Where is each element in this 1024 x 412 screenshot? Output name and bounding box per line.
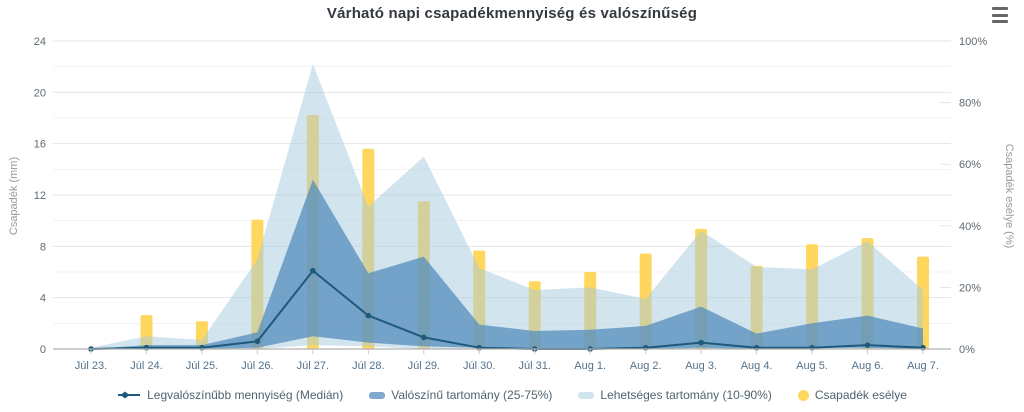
chance-dot-icon: [797, 389, 809, 401]
svg-text:20: 20: [34, 87, 46, 99]
possible-range-swatch-icon: [578, 391, 595, 399]
svg-text:Júl 23.: Júl 23.: [75, 360, 107, 372]
svg-text:0%: 0%: [959, 344, 975, 356]
legend-label-median: Legvalószínűbb mennyiség (Medián): [147, 388, 344, 402]
svg-text:24: 24: [34, 36, 46, 48]
svg-text:100%: 100%: [959, 36, 987, 48]
svg-text:Júl 26.: Júl 26.: [241, 360, 273, 372]
legend-item-median[interactable]: Legvalószínűbb mennyiség (Medián): [117, 388, 343, 402]
svg-text:80%: 80%: [959, 98, 981, 110]
svg-text:12: 12: [34, 190, 46, 202]
median-line-icon: [118, 391, 141, 399]
svg-text:Aug 7.: Aug 7.: [907, 360, 939, 372]
legend: Legvalószínűbb mennyiség (Medián) Valósz…: [0, 388, 1024, 402]
svg-text:Júl 27.: Júl 27.: [297, 360, 329, 372]
svg-text:Júl 29.: Júl 29.: [408, 360, 440, 372]
plot-area: 0 4 8 12 16 20 24 0% 20% 40% 60% 80% 100% Júl 23. Júl …: [34, 36, 988, 372]
chart-title: Várható napi csapadékmennyiség és valósz…: [326, 5, 698, 22]
svg-text:Júl 30.: Júl 30.: [463, 360, 495, 372]
hamburger-icon: [992, 13, 1008, 17]
svg-text:Júl 31.: Júl 31.: [519, 360, 551, 372]
svg-text:16: 16: [34, 139, 46, 151]
svg-text:0: 0: [40, 344, 46, 356]
likely-range-swatch-icon: [369, 391, 386, 399]
svg-text:8: 8: [40, 241, 46, 253]
svg-text:Aug 4.: Aug 4.: [741, 360, 773, 372]
svg-text:Júl 28.: Júl 28.: [352, 360, 384, 372]
svg-text:40%: 40%: [959, 221, 981, 233]
svg-text:20%: 20%: [959, 282, 981, 294]
legend-label-likely-range: Valószínű tartomány (25-75%): [391, 388, 553, 402]
legend-item-likely-range[interactable]: Valószínű tartomány (25-75%): [369, 388, 552, 402]
svg-text:Júl 25.: Júl 25.: [186, 360, 218, 372]
hamburger-icon: [992, 7, 1008, 10]
legend-label-possible-range: Lehetséges tartomány (10-90%): [600, 388, 772, 402]
svg-text:60%: 60%: [959, 159, 981, 171]
svg-text:Aug 1.: Aug 1.: [574, 360, 606, 372]
svg-text:Aug 6.: Aug 6.: [852, 360, 884, 372]
legend-item-possible-range[interactable]: Lehetséges tartomány (10-90%): [578, 388, 772, 402]
legend-item-chance[interactable]: Csapadék esélye: [797, 388, 907, 402]
svg-text:Aug 2.: Aug 2.: [630, 360, 662, 372]
legend-label-chance: Csapadék esélye: [814, 388, 907, 402]
context-menu-button[interactable]: [988, 5, 1014, 25]
svg-text:Aug 5.: Aug 5.: [796, 360, 828, 372]
svg-text:Júl 24.: Júl 24.: [130, 360, 162, 372]
hamburger-icon: [992, 20, 1008, 23]
svg-text:Aug 3.: Aug 3.: [685, 360, 717, 372]
svg-text:4: 4: [40, 293, 46, 305]
